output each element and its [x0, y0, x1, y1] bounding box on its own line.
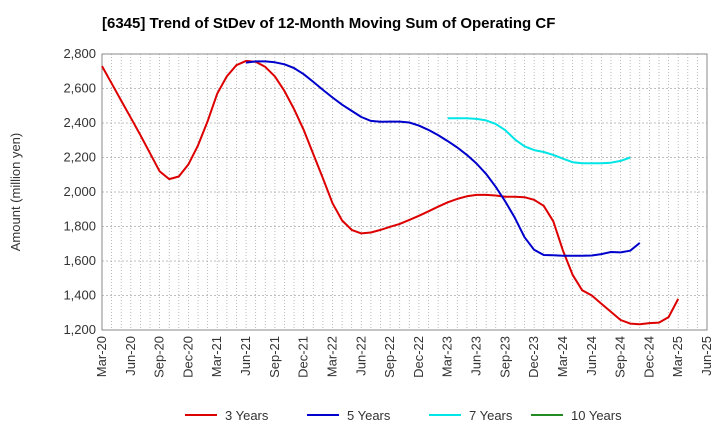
x-tick-label: Jun-23 — [469, 336, 484, 376]
y-axis-label: Amount (million yen) — [8, 133, 23, 252]
x-tick-label: Jun-24 — [584, 336, 599, 376]
x-tick-label: Dec-24 — [641, 336, 656, 378]
y-tick-label: 2,800 — [63, 46, 96, 61]
x-tick-label: Sep-22 — [382, 336, 397, 378]
x-tick-label: Mar-24 — [555, 336, 570, 377]
x-tick-label: Jun-20 — [123, 336, 138, 376]
chart-title: [6345] Trend of StDev of 12-Month Moving… — [102, 15, 555, 32]
x-tick-label: Dec-22 — [411, 336, 426, 378]
x-tick-label: Sep-20 — [152, 336, 167, 378]
x-tick-label: Sep-21 — [267, 336, 282, 378]
y-tick-label: 1,200 — [63, 322, 96, 337]
x-tick-label: Jun-21 — [238, 336, 253, 376]
x-tick-label: Dec-21 — [296, 336, 311, 378]
legend-label-10-years: 10 Years — [571, 408, 622, 423]
legend-label-5-years: 5 Years — [347, 408, 391, 423]
legend-label-7-years: 7 Years — [469, 408, 513, 423]
x-tick-label: Dec-23 — [526, 336, 541, 378]
y-tick-label: 1,800 — [63, 219, 96, 234]
y-tick-label: 1,400 — [63, 288, 96, 303]
x-tick-label: Mar-21 — [209, 336, 224, 377]
x-tick-label: Mar-22 — [324, 336, 339, 377]
plot-frame — [101, 53, 708, 331]
x-tick-label: Mar-20 — [94, 336, 109, 377]
x-tick-label: Mar-25 — [670, 336, 685, 377]
y-tick-label: 2,200 — [63, 150, 96, 165]
series-line-3-years — [101, 59, 680, 326]
legend-label-3-years: 3 Years — [225, 408, 269, 423]
series-lines — [101, 59, 680, 326]
legend: 3 Years 5 Years 7 Years 10 Years — [185, 408, 622, 423]
y-axis-tick-labels: 1,200 1,400 1,600 1,800 2,000 2,200 2,400 2,600… — [63, 46, 96, 337]
x-tick-label: Sep-23 — [497, 336, 512, 378]
horizontal-gridlines — [102, 88, 707, 296]
x-tick-label: Jun-25 — [699, 336, 714, 376]
y-tick-label: 2,600 — [63, 81, 96, 96]
x-axis-tick-labels: Mar-20 Jun-20 Sep-20 Dec-20 Mar-21 Jun-21 Sep-… — [94, 336, 714, 378]
series-line-7-years — [447, 117, 631, 165]
y-tick-label: 1,600 — [63, 253, 96, 268]
x-tick-label: Mar-23 — [440, 336, 455, 377]
x-tick-label: Dec-20 — [180, 336, 195, 378]
y-tick-label: 2,400 — [63, 115, 96, 130]
x-tick-label: Sep-24 — [613, 336, 628, 378]
y-tick-label: 2,000 — [63, 184, 96, 199]
plot-area — [102, 54, 707, 330]
series-line-5-years — [245, 60, 641, 257]
x-tick-label: Jun-22 — [353, 336, 368, 376]
